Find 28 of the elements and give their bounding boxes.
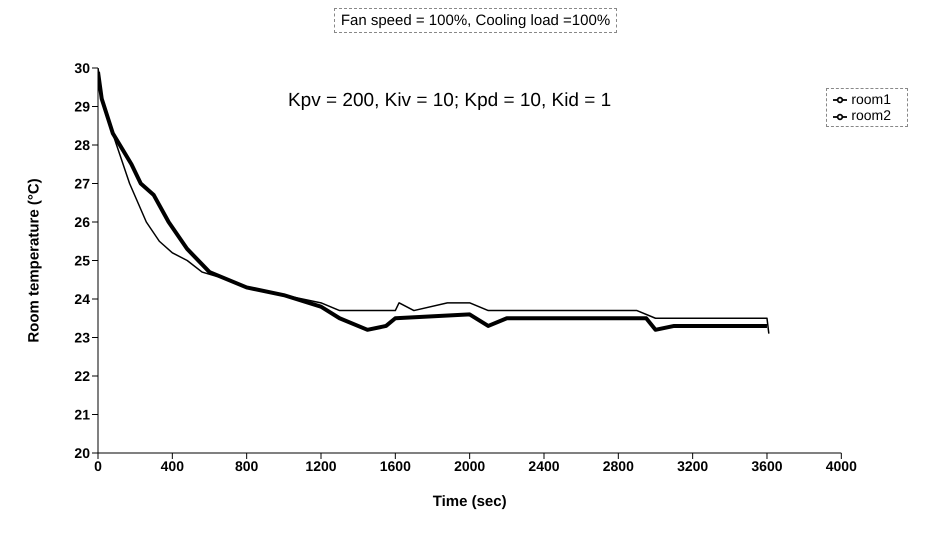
y-tick-label: 24 [74,290,90,307]
y-axis-title: Room temperature (°C) [25,178,42,343]
legend-label: room2 [851,107,891,124]
y-tick-label: 29 [74,98,90,114]
y-tick-label: 30 [74,60,90,76]
x-tick-label: 0 [94,458,102,474]
y-tick-label: 26 [74,214,90,230]
annotation: Kpv = 200, Kiv = 10; Kpd = 10, Kid = 1 [288,90,612,112]
y-tick-label: 25 [74,252,90,268]
x-tick-label: 2400 [528,458,560,474]
x-tick-label: 400 [160,458,184,474]
y-tick-label: 21 [74,406,90,422]
x-tick-label: 3200 [677,458,708,474]
x-tick-label: 1200 [305,458,337,474]
legend-label: room1 [851,91,891,107]
y-tick-label: 28 [74,136,90,153]
y-tick-label: 20 [74,444,90,461]
x-tick-label: 800 [234,458,259,474]
x-axis-title: Time (sec) [432,493,507,510]
x-tick-label: 2800 [602,458,634,474]
x-tick-label: 1600 [380,458,412,474]
y-tick-label: 22 [74,368,90,384]
y-tick-label: 23 [74,329,90,346]
y-tick-label: 27 [74,175,90,192]
x-tick-label: 2000 [454,458,486,474]
chart-title: Fan speed = 100%, Cooling load =100% [334,8,618,33]
x-tick-label: 4000 [826,458,858,474]
x-tick-label: 3600 [751,458,783,474]
